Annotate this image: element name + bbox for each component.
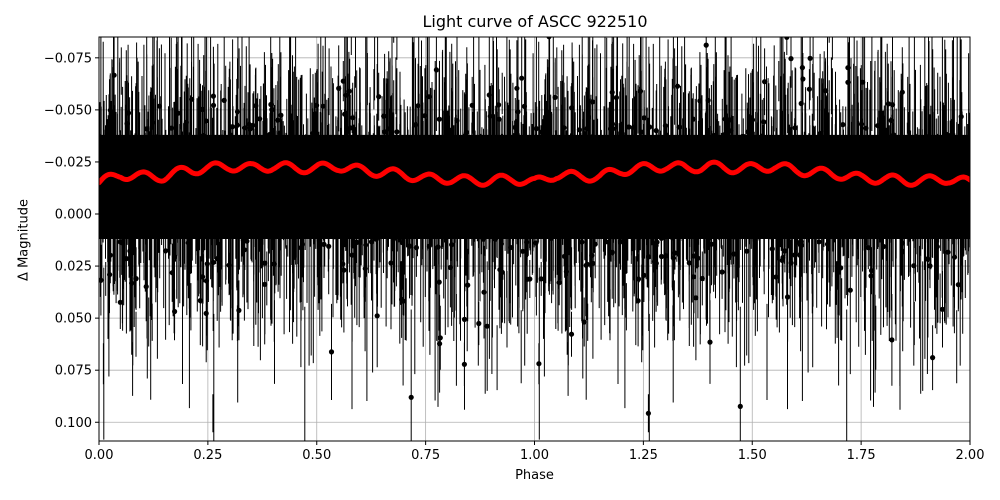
chart-title: Light curve of ASCC 922510: [422, 12, 648, 31]
x-tick-label: 2.00: [956, 448, 985, 463]
x-tick-label: 1.00: [520, 448, 549, 463]
data-points: [99, 37, 970, 441]
y-axis-ticks: −0.075 −0.050 −0.025 0.000 0.025 0.050 0.075 0.…: [44, 51, 99, 431]
model-curve: [99, 159, 970, 188]
y-tick-label: 0.075: [55, 364, 92, 379]
x-tick-label: 0.25: [193, 448, 222, 463]
x-axis-label: Phase: [515, 468, 554, 483]
y-tick-label: 0.000: [55, 208, 92, 223]
y-tick-label: −0.025: [44, 155, 92, 170]
y-tick-label: 0.100: [55, 416, 92, 431]
y-tick-label: 0.050: [55, 312, 92, 327]
y-tick-label: −0.075: [44, 51, 92, 66]
y-tick-label: 0.025: [55, 260, 92, 275]
x-tick-label: 1.75: [847, 448, 876, 463]
x-tick-label: 0.50: [302, 448, 331, 463]
x-tick-label: 0.75: [411, 448, 440, 463]
y-axis-label: Δ Magnitude: [16, 199, 32, 281]
x-axis-ticks: 0.00 0.25 0.50 0.75 1.00 1.25 1.50 1.75 2.00: [85, 441, 985, 463]
y-tick-label: −0.050: [44, 103, 92, 118]
x-tick-label: 1.50: [738, 448, 767, 463]
x-tick-label: 0.00: [85, 448, 114, 463]
x-tick-label: 1.25: [629, 448, 658, 463]
